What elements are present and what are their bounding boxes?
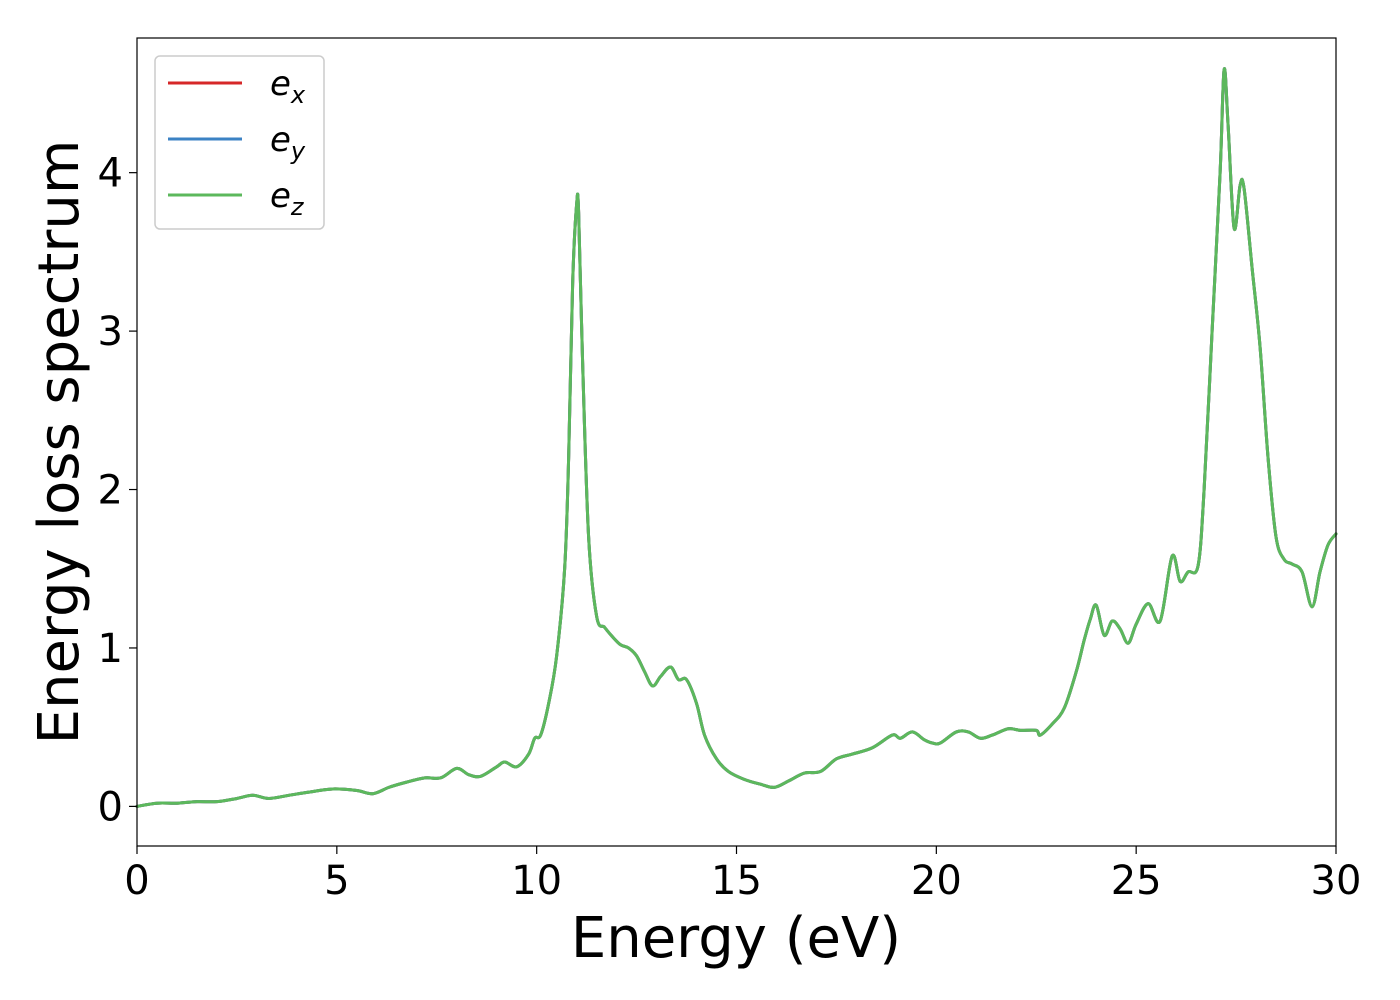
- series-line-e-z: [135, 67, 1338, 808]
- legend-label-ex: ex: [270, 64, 306, 109]
- y-tick-label: 0: [98, 784, 123, 830]
- legend-box: [154, 55, 325, 230]
- series-layer: [135, 67, 1338, 808]
- x-tick-label: 5: [324, 858, 349, 904]
- legend-entries: ex ey ez: [168, 64, 306, 221]
- y-tick-label: 4: [98, 151, 123, 197]
- legend-label-ey: ey: [270, 120, 306, 165]
- x-tick-label: 15: [711, 858, 762, 904]
- x-tick-label: 30: [1311, 858, 1362, 904]
- y-tick-label: 3: [98, 309, 123, 355]
- x-tick-label: 10: [511, 858, 562, 904]
- y-tick-label: 1: [98, 626, 123, 672]
- legend-label-ez: ez: [270, 176, 305, 221]
- y-tick-label: 2: [98, 468, 123, 514]
- y-axis-title: Energy loss spectrum: [27, 140, 92, 745]
- x-tick-label: 0: [124, 858, 149, 904]
- x-tick-label: 20: [911, 858, 962, 904]
- x-axis-title: Energy (eV): [571, 906, 901, 971]
- x-axis: 0 5 10 15 20 25 30: [124, 846, 1361, 904]
- x-tick-label: 25: [1111, 858, 1162, 904]
- y-axis: 0 1 2 3 4: [98, 151, 137, 830]
- legend: ex ey ez: [154, 55, 325, 230]
